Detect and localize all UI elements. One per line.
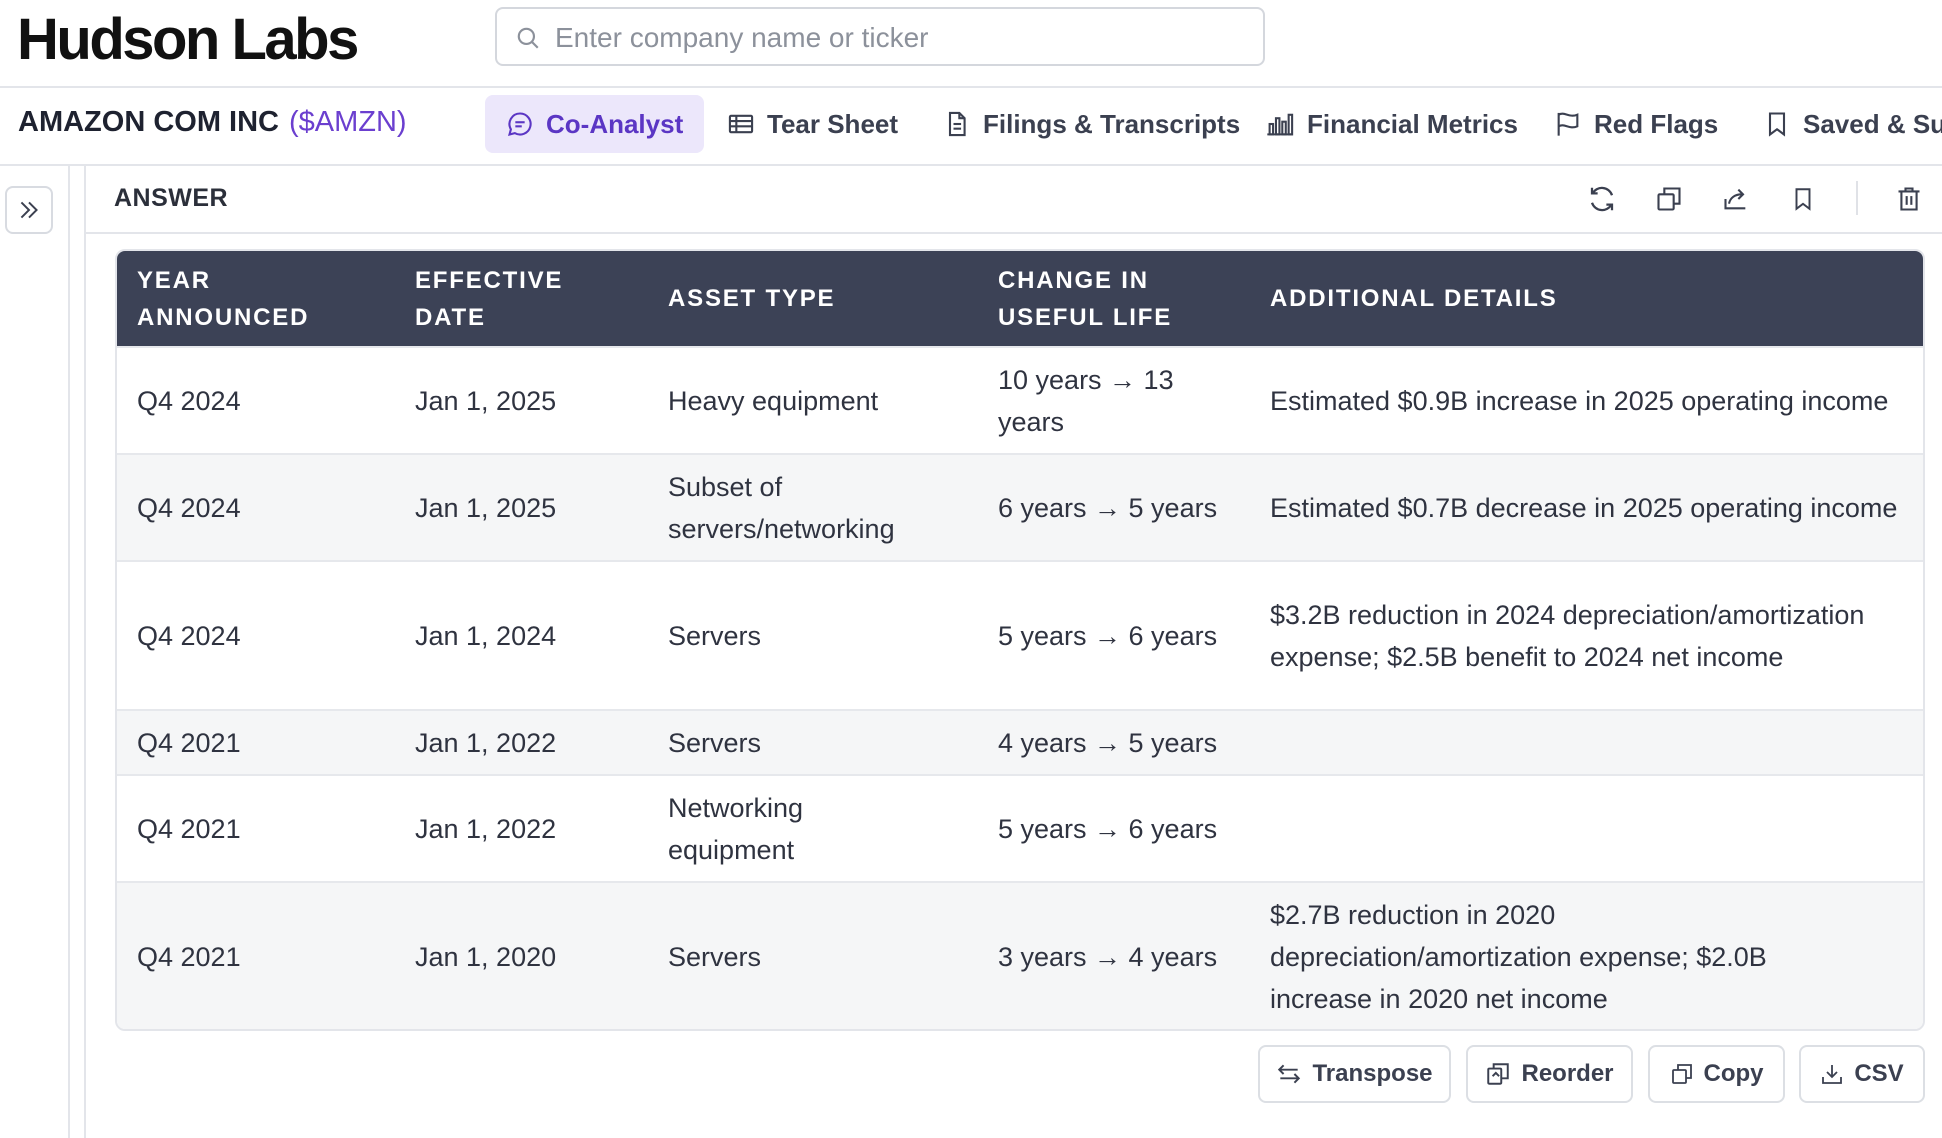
download-icon xyxy=(1822,1065,1843,1084)
table-cell: Subset of servers/networking xyxy=(648,453,978,561)
tab-filings-transcripts[interactable]: Filings & Transcripts xyxy=(922,95,1261,153)
table-row: Q4 2024 Jan 1, 2025 Subset of servers/ne… xyxy=(117,453,1923,561)
bookmark-icon xyxy=(1795,188,1811,211)
reorder-label: Reorder xyxy=(1521,1060,1614,1087)
table-cell: Q4 2024 xyxy=(117,560,395,710)
header-divider xyxy=(1856,181,1858,215)
trash-icon xyxy=(1898,187,1920,211)
tab-label: Filings & Transcripts xyxy=(983,108,1241,139)
table-cell: Q4 2024 xyxy=(117,346,395,454)
table-row: Q4 2021 Jan 1, 2020 Servers 3 years → 4 … xyxy=(117,881,1923,1029)
tab-label: Red Flags xyxy=(1594,108,1719,139)
table-row: Q4 2021 Jan 1, 2022 Networking equipment… xyxy=(117,774,1923,882)
column-header-asset-type[interactable]: ASSET TYPE xyxy=(668,285,836,312)
flag-icon xyxy=(1557,112,1579,136)
table-cell: $2.7B reduction in 2020 depreciation/amo… xyxy=(1250,881,1923,1029)
tab-label: Saved & Sug xyxy=(1803,108,1942,139)
table-cell: 4 years → 5 years xyxy=(978,709,1250,775)
table-cell: Jan 1, 2025 xyxy=(395,453,648,561)
delete-button[interactable] xyxy=(1891,181,1927,217)
bar-chart-icon xyxy=(1267,113,1294,136)
answer-table: YEAR ANNOUNCED EFFECTIVE DATE ASSET TYPE C… xyxy=(115,249,1925,1031)
table-cell: Jan 1, 2020 xyxy=(395,881,648,1029)
table-cell: Estimated $0.9B increase in 2025 operati… xyxy=(1250,346,1923,454)
search-input[interactable] xyxy=(553,17,1247,59)
tab-red-flags[interactable]: Red Flags xyxy=(1533,95,1739,153)
table-cell xyxy=(1250,774,1923,882)
table-cell: 6 years → 5 years xyxy=(978,453,1250,561)
tab-label: Financial Metrics xyxy=(1307,108,1518,139)
bookmark-icon xyxy=(1768,112,1786,137)
table-cell: Q4 2021 xyxy=(117,774,395,882)
transpose-button[interactable]: Transpose xyxy=(1258,1045,1451,1103)
refresh-icon xyxy=(1590,186,1614,212)
tab-co-analyst[interactable]: Co-Analyst xyxy=(485,95,705,153)
table-cell: Q4 2024 xyxy=(117,453,395,561)
bookmark-answer-button[interactable] xyxy=(1785,181,1821,217)
search-box[interactable] xyxy=(495,7,1265,66)
sidebar-divider xyxy=(84,165,86,1138)
company-ticker: ($AMZN) xyxy=(288,106,407,138)
copy-label: Copy xyxy=(1703,1060,1764,1087)
table-cell: Servers xyxy=(648,560,978,710)
refresh-button[interactable] xyxy=(1584,181,1620,217)
top-header: Hudson Labs xyxy=(0,0,1942,88)
copy-answer-button[interactable] xyxy=(1651,181,1687,217)
csv-download-button[interactable]: CSV xyxy=(1799,1045,1925,1103)
table-cell: 3 years → 4 years xyxy=(978,881,1250,1029)
table-cell: Servers xyxy=(648,709,978,775)
column-header-change-useful-life[interactable]: CHANGE IN USEFUL LIFE xyxy=(998,266,1173,331)
column-header-year-announced[interactable]: YEAR ANNOUNCED xyxy=(137,266,310,331)
answer-header: ANSWER xyxy=(86,165,1942,234)
chat-bubble-icon xyxy=(508,112,532,136)
table-icon xyxy=(728,114,754,134)
table-cell: Jan 1, 2025 xyxy=(395,346,648,454)
answer-title: ANSWER xyxy=(114,184,229,212)
copy-table-button[interactable]: Copy xyxy=(1648,1045,1785,1103)
table-cell: 10 years → 13 years xyxy=(978,346,1250,454)
document-icon xyxy=(948,111,966,137)
tab-label: Tear Sheet xyxy=(767,108,899,139)
table-row: Q4 2024 Jan 1, 2025 Heavy equipment 10 y… xyxy=(117,346,1923,454)
company-tab-bar: AMAZON COM INC ($AMZN) Co-Analyst Tear Sh… xyxy=(0,86,1942,166)
copy-icon xyxy=(1671,1064,1692,1084)
expand-sidebar-button[interactable] xyxy=(5,186,53,234)
table-cell: Networking equipment xyxy=(648,774,978,882)
share-button[interactable] xyxy=(1718,181,1754,217)
table-cell: Heavy equipment xyxy=(648,346,978,454)
column-header-effective-date[interactable]: EFFECTIVE DATE xyxy=(415,266,564,331)
transpose-label: Transpose xyxy=(1312,1060,1433,1087)
csv-label: CSV xyxy=(1854,1060,1904,1087)
sidebar xyxy=(0,165,70,1138)
table-cell: Jan 1, 2022 xyxy=(395,709,648,775)
table-cell: Jan 1, 2024 xyxy=(395,560,648,710)
table-cell: Q4 2021 xyxy=(117,881,395,1029)
copy-icon xyxy=(1657,187,1681,211)
chevrons-right-icon xyxy=(20,201,38,219)
table-cell: Jan 1, 2022 xyxy=(395,774,648,882)
company-heading: AMAZON COM INC ($AMZN) xyxy=(18,106,407,139)
reorder-icon xyxy=(1487,1063,1510,1085)
search-icon xyxy=(517,27,539,49)
table-cell: 5 years → 6 years xyxy=(978,774,1250,882)
column-header-additional-details[interactable]: ADDITIONAL DETAILS xyxy=(1270,285,1558,312)
table-cell: 5 years → 6 years xyxy=(978,560,1250,710)
table-cell: Servers xyxy=(648,881,978,1029)
share-icon xyxy=(1724,188,1746,210)
table-row: Q4 2024 Jan 1, 2024 Servers 5 years → 6 … xyxy=(117,560,1923,710)
table-header-row: YEAR ANNOUNCED EFFECTIVE DATE ASSET TYPE C… xyxy=(117,251,1923,347)
tab-label: Co-Analyst xyxy=(546,108,684,139)
table-row: Q4 2021 Jan 1, 2022 Servers 4 years → 5 … xyxy=(117,709,1923,775)
brand-logo[interactable]: Hudson Labs xyxy=(17,7,359,72)
company-name: AMAZON COM INC xyxy=(18,106,279,138)
transpose-icon xyxy=(1278,1064,1301,1084)
table-cell: Q4 2021 xyxy=(117,709,395,775)
tab-saved-suggested[interactable]: Saved & Sug xyxy=(1742,95,1942,153)
table-cell: $3.2B reduction in 2024 depreciation/amo… xyxy=(1250,560,1923,710)
table-cell: Estimated $0.7B decrease in 2025 operati… xyxy=(1250,453,1923,561)
tab-tear-sheet[interactable]: Tear Sheet xyxy=(706,95,919,153)
tab-financial-metrics[interactable]: Financial Metrics xyxy=(1244,95,1539,153)
reorder-button[interactable]: Reorder xyxy=(1466,1045,1633,1103)
table-cell xyxy=(1250,709,1923,775)
